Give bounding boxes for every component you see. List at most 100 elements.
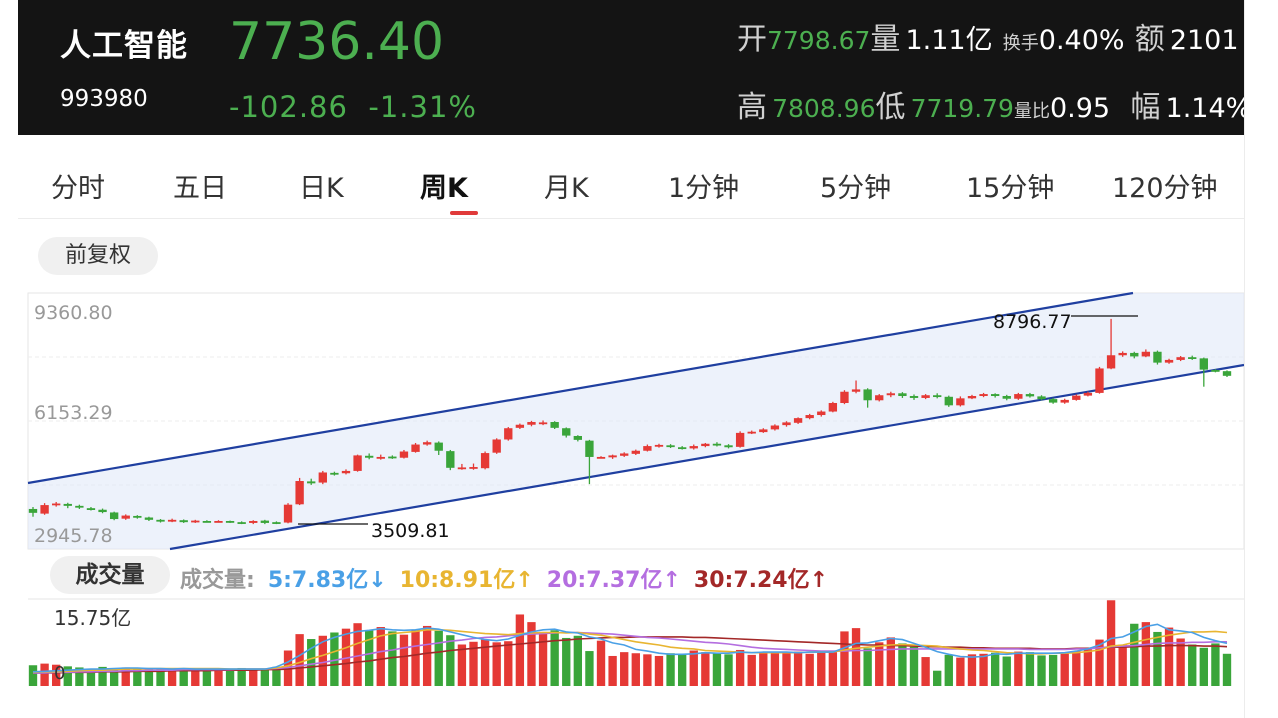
- tab-120min[interactable]: 120分钟: [1112, 173, 1218, 204]
- volume-bar: [249, 669, 258, 686]
- volume-bar: [469, 641, 478, 686]
- volume-bar: [585, 651, 594, 686]
- volume-bar: [793, 651, 803, 686]
- candle-body: [851, 389, 861, 392]
- trend-channel-fill: [28, 293, 1244, 549]
- volume-bar: [956, 657, 965, 686]
- volume-bar: [1199, 647, 1208, 686]
- volume-ma30-line: [33, 636, 1228, 674]
- candle-body: [63, 503, 72, 506]
- volume-bar: [179, 669, 188, 686]
- candle-body: [202, 520, 212, 523]
- right-scroll-gutter: [1244, 0, 1278, 718]
- volume-bar: [550, 630, 559, 686]
- volume-bar: [933, 670, 942, 686]
- volume-bar: [735, 649, 745, 686]
- candle-body: [1095, 368, 1104, 393]
- volume-bar: [98, 666, 107, 686]
- candle-body: [1118, 352, 1127, 356]
- volume-bar: [330, 632, 339, 686]
- volume-bar: [399, 634, 409, 686]
- candle-body: [330, 472, 339, 475]
- volume-bar: [979, 653, 988, 686]
- candles-layer: [28, 318, 1232, 525]
- candle-body: [538, 422, 548, 425]
- candle-body: [98, 509, 107, 513]
- tab-weekly-k[interactable]: 周K: [420, 173, 468, 204]
- candle-body: [631, 450, 640, 454]
- candle-body: [1072, 395, 1081, 400]
- volume-bar: [307, 639, 316, 686]
- change-value: -102.86: [229, 90, 348, 124]
- candle-body: [341, 470, 351, 474]
- volume-bar: [1130, 623, 1139, 686]
- candle-body: [469, 467, 478, 469]
- volume-bar: [759, 652, 768, 686]
- volume-bar: [1002, 656, 1011, 686]
- volume-bar: [608, 655, 617, 686]
- tab-intraday[interactable]: 分时: [51, 173, 105, 204]
- active-tab-indicator: [450, 211, 478, 215]
- candle-body: [1014, 394, 1023, 399]
- candle-body: [52, 503, 61, 506]
- candle-body: [1188, 357, 1197, 359]
- volume-bar: [990, 652, 1000, 686]
- candle-body: [422, 442, 432, 445]
- volume-legend-prefix: 成交量:: [180, 568, 255, 593]
- index-code: 993980: [60, 86, 148, 112]
- candle-body: [480, 453, 490, 469]
- candle-body: [840, 391, 849, 403]
- volume-bar: [573, 635, 583, 686]
- volume-max-label: 15.75亿: [54, 606, 131, 630]
- tab-15min[interactable]: 15分钟: [966, 173, 1055, 204]
- candle-body: [1141, 351, 1151, 357]
- channel-lower-line: [169, 363, 1244, 551]
- candle-body: [921, 395, 930, 398]
- candle-body: [121, 515, 130, 519]
- tab-5min[interactable]: 5分钟: [820, 173, 892, 204]
- candle-body: [1002, 396, 1011, 399]
- candle-body: [272, 522, 281, 524]
- volume-bar: [817, 651, 826, 686]
- tab-daily-k[interactable]: 日K: [299, 173, 344, 204]
- volume-bar: [28, 665, 38, 686]
- candle-body: [759, 429, 768, 433]
- candle-body: [967, 396, 977, 399]
- volume-bar: [52, 664, 61, 686]
- candle-body: [318, 472, 327, 483]
- candle-body: [434, 442, 443, 451]
- candle-body: [793, 418, 803, 423]
- volume-bar: [457, 644, 467, 686]
- quote-header: 人工智能 993980 7736.40 -102.86 -1.31% 开7798…: [18, 0, 1244, 135]
- volume-bar: [967, 654, 977, 686]
- quote-row-2: 高 7808.96低 7719.79量比0.95 幅 1.14%: [737, 82, 1244, 126]
- turnover-label: 换手: [1002, 33, 1039, 54]
- tab-monthly-k[interactable]: 月K: [544, 173, 589, 204]
- volume-bar: [1222, 653, 1232, 686]
- tab-1min[interactable]: 1分钟: [668, 173, 740, 204]
- volume-indicator-button[interactable]: 成交量: [50, 556, 170, 594]
- volume-label: 量: [870, 22, 901, 57]
- volume-bar: [202, 668, 212, 686]
- volume-bar: [1014, 651, 1023, 686]
- candle-body: [214, 520, 223, 523]
- candle-body: [295, 481, 304, 505]
- candle-body: [573, 435, 583, 440]
- volume-bar: [341, 628, 351, 686]
- volume-zero-label: 0: [54, 663, 65, 684]
- volume-bar: [944, 654, 953, 686]
- y-tick-bottom: 2945.78: [34, 525, 113, 547]
- candle-body: [249, 520, 258, 523]
- candle-body: [1025, 394, 1035, 397]
- candle-body: [933, 395, 942, 398]
- volume-bar: [1072, 651, 1081, 686]
- candle-body: [979, 394, 988, 397]
- candle-body: [875, 395, 884, 401]
- adjust-mode-button[interactable]: 前复权: [38, 237, 158, 275]
- candle-body: [446, 451, 455, 468]
- volume-bar: [1164, 627, 1174, 686]
- channel-upper-line: [27, 291, 1134, 485]
- tab-five-day[interactable]: 五日: [173, 173, 227, 204]
- volume-bar: [701, 652, 710, 686]
- volume-bar: [875, 642, 884, 686]
